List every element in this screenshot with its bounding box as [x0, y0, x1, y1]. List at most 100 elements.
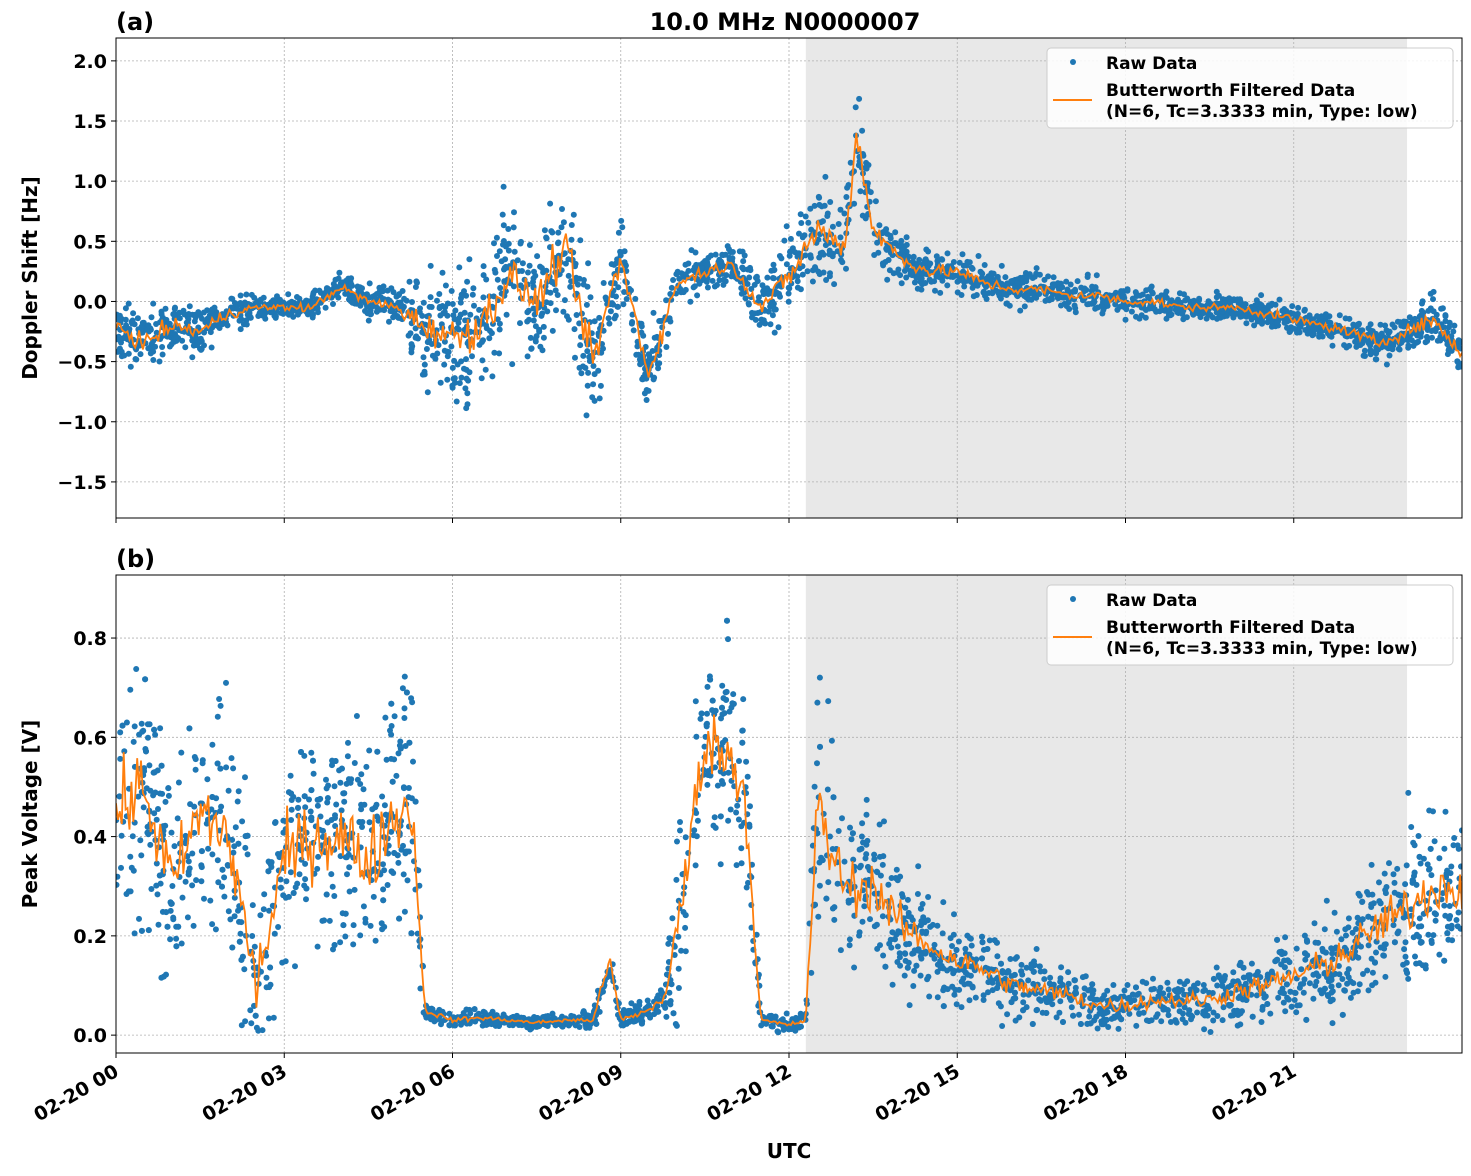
raw-data-point	[871, 856, 877, 862]
raw-data-point	[1337, 312, 1343, 318]
raw-data-point	[564, 313, 570, 319]
raw-data-point	[511, 224, 517, 230]
raw-data-point	[880, 913, 886, 919]
raw-data-point	[179, 338, 185, 344]
raw-data-point	[590, 381, 596, 387]
raw-data-point	[1287, 989, 1293, 995]
raw-data-point	[280, 892, 286, 898]
raw-data-point	[1384, 327, 1390, 333]
raw-data-point	[288, 791, 294, 797]
raw-data-point	[736, 758, 742, 764]
raw-data-point	[379, 794, 385, 800]
raw-data-point	[1208, 1029, 1214, 1035]
raw-data-point	[592, 371, 598, 377]
raw-data-point	[1383, 890, 1389, 896]
raw-data-point	[962, 946, 968, 952]
raw-data-point	[1313, 940, 1319, 946]
raw-data-point	[458, 300, 464, 306]
raw-data-point	[825, 787, 831, 793]
raw-data-point	[332, 783, 338, 789]
raw-data-point	[608, 308, 614, 314]
raw-data-point	[362, 916, 368, 922]
raw-data-point	[694, 833, 700, 839]
raw-data-point	[229, 945, 235, 951]
raw-data-point	[227, 916, 233, 922]
raw-data-point	[1139, 312, 1145, 318]
raw-data-point	[341, 799, 347, 805]
raw-data-point	[1214, 316, 1220, 322]
raw-data-point	[1004, 1011, 1010, 1017]
raw-data-point	[1348, 995, 1354, 1001]
y-tick-label: −1.5	[57, 472, 107, 494]
raw-data-point	[1149, 289, 1155, 295]
raw-data-point	[915, 891, 921, 897]
raw-data-point	[1066, 981, 1072, 987]
raw-data-point	[519, 268, 525, 274]
raw-data-point	[1266, 302, 1272, 308]
raw-data-point	[698, 716, 704, 722]
raw-data-point	[302, 876, 308, 882]
raw-data-point	[1072, 977, 1078, 983]
raw-data-point	[857, 188, 863, 194]
raw-data-point	[578, 370, 584, 376]
raw-data-point	[114, 874, 120, 880]
raw-data-point	[233, 824, 239, 830]
raw-data-point	[1368, 347, 1374, 353]
raw-data-point	[333, 284, 339, 290]
raw-data-point	[1267, 1011, 1273, 1017]
raw-data-point	[1285, 957, 1291, 963]
raw-data-point	[1346, 966, 1352, 972]
raw-data-point	[154, 817, 160, 823]
raw-data-point	[430, 353, 436, 359]
raw-data-point	[1148, 987, 1154, 993]
raw-data-point	[1097, 1011, 1103, 1017]
raw-data-point	[261, 906, 267, 912]
raw-data-point	[1122, 988, 1128, 994]
raw-data-point	[860, 840, 866, 846]
raw-data-point	[413, 333, 419, 339]
raw-data-point	[615, 304, 621, 310]
raw-data-point	[199, 864, 205, 870]
raw-data-point	[567, 284, 573, 290]
raw-data-point	[861, 903, 867, 909]
raw-data-point	[374, 814, 380, 820]
raw-data-point	[266, 1015, 272, 1021]
raw-data-point	[846, 182, 852, 188]
raw-data-point	[925, 249, 931, 255]
raw-data-point	[330, 301, 336, 307]
raw-data-point	[450, 301, 456, 307]
raw-data-point	[469, 353, 475, 359]
raw-data-point	[944, 282, 950, 288]
raw-data-point	[843, 194, 849, 200]
raw-data-point	[444, 377, 450, 383]
raw-data-point	[873, 198, 879, 204]
raw-data-point	[830, 224, 836, 230]
raw-data-point	[569, 237, 575, 243]
raw-data-point	[577, 342, 583, 348]
raw-data-point	[355, 284, 361, 290]
raw-data-point	[158, 881, 164, 887]
raw-data-point	[1012, 972, 1018, 978]
raw-data-point	[925, 894, 931, 900]
raw-data-point	[221, 874, 227, 880]
raw-data-point	[683, 834, 689, 840]
raw-data-point	[776, 324, 782, 330]
raw-data-point	[461, 288, 467, 294]
raw-data-point	[1314, 313, 1320, 319]
raw-data-point	[502, 256, 508, 262]
raw-data-point	[656, 360, 662, 366]
raw-data-point	[746, 300, 752, 306]
raw-data-point	[584, 412, 590, 418]
raw-data-point	[878, 873, 884, 879]
raw-data-point	[457, 380, 463, 386]
raw-data-point	[880, 953, 886, 959]
raw-data-point	[129, 865, 135, 871]
raw-data-point	[160, 352, 166, 358]
raw-data-point	[856, 96, 862, 102]
raw-data-point	[1431, 289, 1437, 295]
raw-data-point	[1351, 990, 1357, 996]
raw-data-point	[486, 335, 492, 341]
raw-data-point	[692, 283, 698, 289]
raw-data-point	[145, 322, 151, 328]
raw-data-point	[725, 770, 731, 776]
